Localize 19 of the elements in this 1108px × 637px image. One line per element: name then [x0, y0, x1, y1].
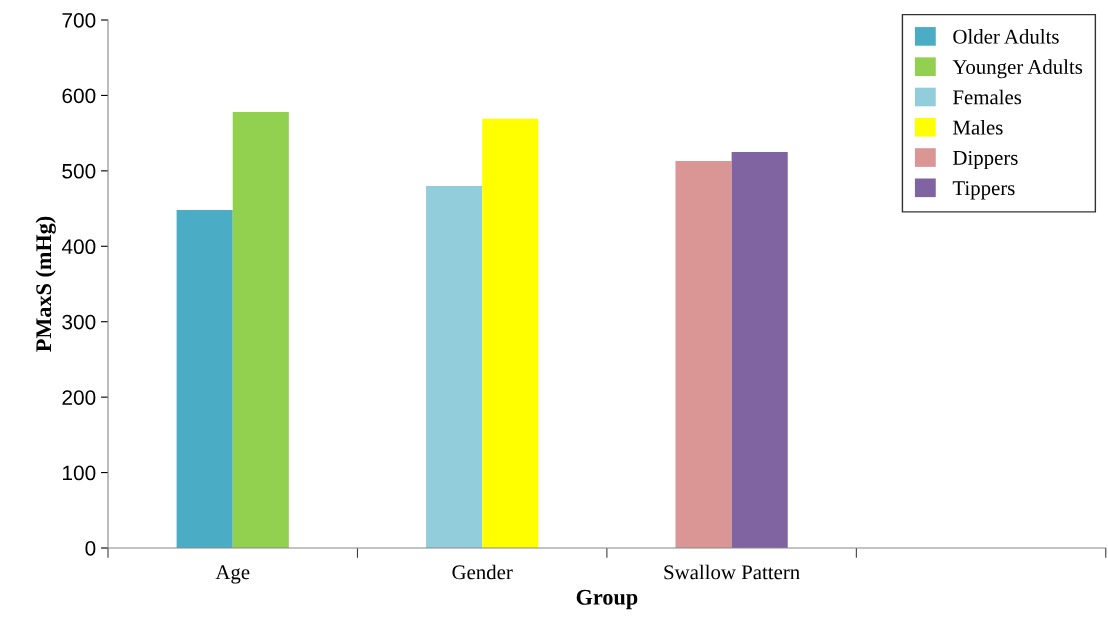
legend-label: Dippers — [953, 150, 1018, 170]
x-tick-label: Age — [215, 565, 250, 584]
legend-label: Older Adults — [953, 29, 1059, 44]
y-tick-label: 600 — [62, 88, 96, 104]
y-tick-label: 100 — [63, 465, 96, 481]
y-tick-label: 0 — [85, 541, 96, 556]
y-tick-label: 500 — [62, 163, 96, 179]
legend-label: Tippers — [952, 181, 1015, 200]
x-axis-title: Group — [576, 589, 638, 610]
y-tick-label: 200 — [62, 390, 96, 405]
x-tick-label: Swallow Pattern — [664, 564, 800, 580]
y-axis-title: PMaxS (mHg) — [35, 216, 56, 352]
legend-label: Females — [953, 89, 1022, 105]
y-tick-label: 400 — [61, 239, 96, 255]
legend-label: Younger Adults — [952, 59, 1083, 79]
y-tick-label: 300 — [62, 314, 96, 330]
x-tick-label: Gender — [452, 564, 513, 580]
legend-label: Males — [953, 119, 1003, 135]
y-tick-label: 700 — [62, 13, 96, 28]
